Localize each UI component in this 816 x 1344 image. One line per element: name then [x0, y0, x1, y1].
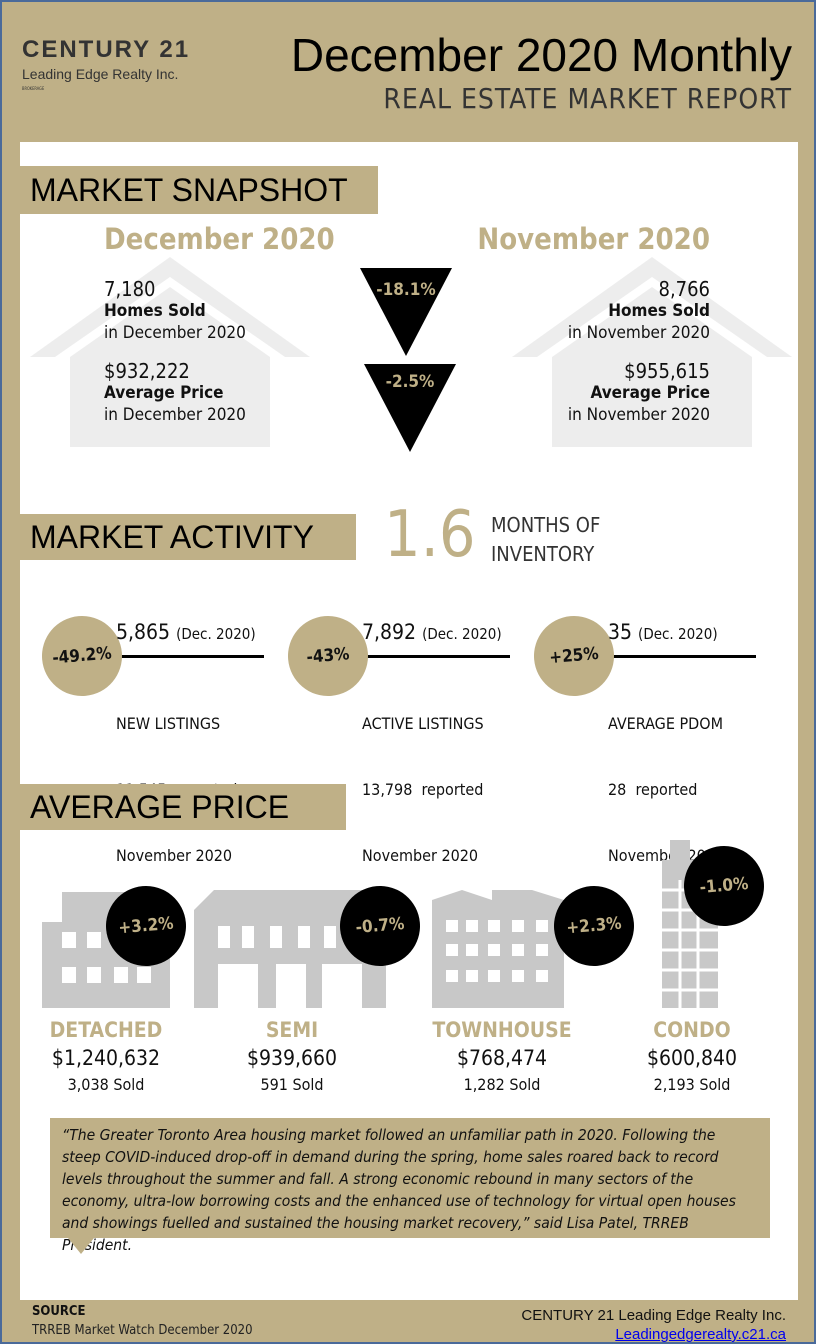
avg-price-label: Average Price	[104, 383, 224, 403]
divider-line	[102, 655, 264, 658]
avg-price-label: Average Price	[590, 383, 710, 403]
property-price: $600,840	[646, 1046, 738, 1070]
speech-pointer-icon	[68, 1238, 94, 1254]
property-price: $939,660	[246, 1046, 338, 1070]
property-price: $1,240,632	[51, 1046, 161, 1070]
house-icon	[30, 257, 310, 447]
property-sold: 591 Sold	[260, 1075, 324, 1094]
property-sold: 1,282 Sold	[463, 1075, 541, 1094]
report-title: December 2020 Monthly	[290, 29, 792, 81]
homes-sold-sub: in November 2020	[567, 323, 710, 343]
current-avg-price: $932,222	[104, 359, 190, 383]
homes-sold-sub: in December 2020	[104, 323, 246, 343]
property-type: DETACHED	[49, 1018, 163, 1042]
activity-value: 7,892	[362, 620, 417, 644]
previous-period: November 2020	[477, 222, 710, 256]
townhouse-icon	[432, 890, 564, 1008]
quote-box: “The Greater Toronto Area housing market…	[50, 1118, 770, 1254]
current-period: December 2020	[104, 222, 335, 256]
property-sold: 3,038 Sold	[67, 1075, 145, 1094]
activity-period: (Dec. 2020)	[176, 625, 256, 643]
previous-homes-sold: 8,766	[658, 277, 711, 301]
activity-period: (Dec. 2020)	[422, 625, 502, 643]
source: TRREB Market Watch December 2020	[32, 1323, 253, 1338]
months-of-inventory-value: 1.6	[384, 498, 476, 572]
activity-period: (Dec. 2020)	[638, 625, 718, 643]
price-change: -2.5%	[385, 372, 435, 392]
activity-value: 35	[608, 620, 633, 644]
homes-sold-label: Homes Sold	[608, 301, 710, 321]
section-heading: AVERAGE PRICE	[20, 784, 346, 830]
section-heading: MARKET SNAPSHOT	[20, 166, 378, 214]
moi-label: MONTHS OF	[491, 513, 601, 537]
activity-label: ACTIVE LISTINGS	[362, 714, 484, 733]
property-sold: 2,193 Sold	[653, 1075, 731, 1094]
logo-brokerage: BROKERAGE	[22, 86, 45, 91]
logo-subtitle: Leading Edge Realty Inc.	[22, 66, 179, 82]
activity-label: AVERAGE PDOM	[608, 714, 724, 733]
property-type: TOWNHOUSE	[432, 1018, 572, 1042]
house-icon	[512, 257, 792, 447]
source-label: SOURCE	[32, 1304, 86, 1319]
property-type: SEMI	[265, 1018, 319, 1042]
activity-prev: 13,798 reported	[362, 780, 484, 799]
activity-prev-period: November 2020	[362, 846, 479, 865]
semi-house-icon	[194, 890, 386, 1008]
divider-line	[348, 655, 510, 658]
website-link[interactable]: Leadingedgerealty.c21.ca	[615, 1326, 786, 1343]
report-subtitle: REAL ESTATE MARKET REPORT	[383, 82, 792, 115]
activity-prev: 28 reported	[608, 780, 698, 799]
activity-value: 5,865	[116, 620, 171, 644]
avg-price-sub: in December 2020	[104, 405, 246, 425]
moi-label: INVENTORY	[491, 542, 595, 566]
section-heading: MARKET ACTIVITY	[20, 514, 356, 560]
property-type: CONDO	[653, 1018, 731, 1042]
divider-line	[594, 655, 756, 658]
previous-avg-price: $955,615	[624, 359, 710, 383]
sold-change: -18.1%	[376, 280, 436, 300]
activity-label: NEW LISTINGS	[116, 714, 221, 733]
homes-sold-label: Homes Sold	[104, 301, 206, 321]
activity-prev-period: November 2020	[116, 846, 233, 865]
down-arrow-icon	[360, 268, 452, 356]
down-arrow-icon	[364, 364, 456, 452]
avg-price-sub: in November 2020	[567, 405, 710, 425]
current-homes-sold: 7,180	[104, 277, 156, 301]
property-price: $768,474	[456, 1046, 548, 1070]
company-name: CENTURY 21 Leading Edge Realty Inc.	[521, 1307, 786, 1324]
logo: CENTURY 21	[22, 36, 191, 63]
